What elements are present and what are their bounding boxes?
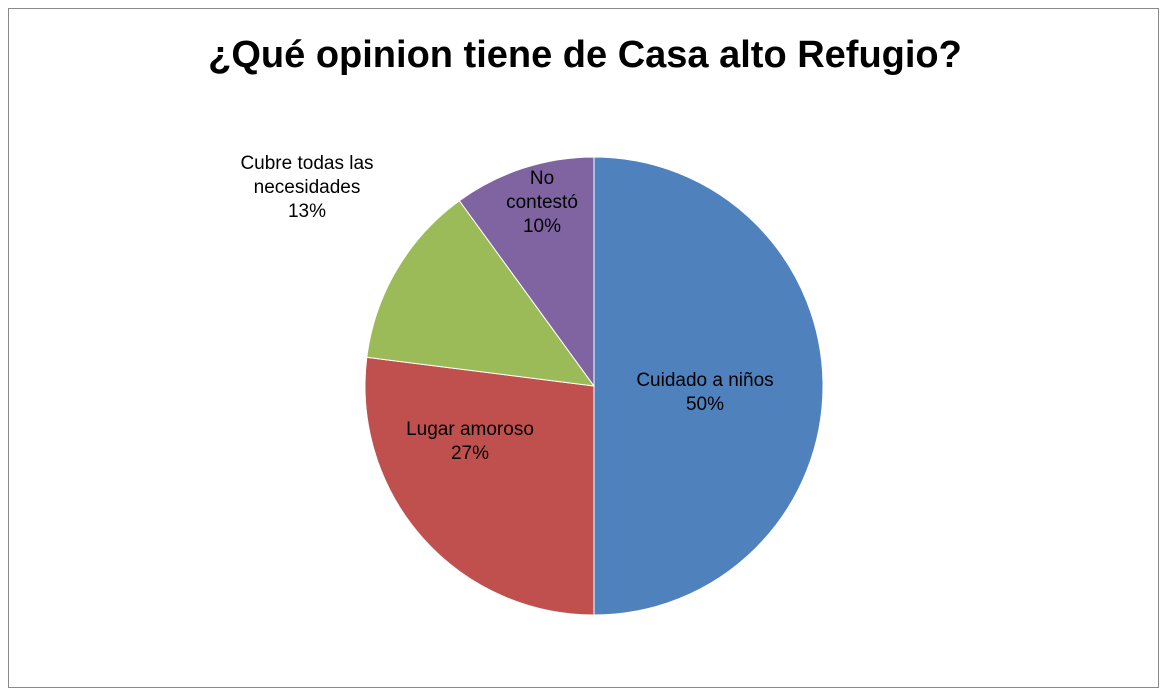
pie-slice-3 bbox=[366, 200, 596, 387]
pie-slice-4 bbox=[458, 156, 595, 388]
data-label-1: Cuidado a niños 50% bbox=[636, 370, 773, 415]
data-label-2: Lugar amoroso 27% bbox=[406, 419, 534, 464]
pie-slice-1 bbox=[593, 156, 824, 616]
data-label-4: No contestó 10% bbox=[506, 168, 578, 237]
data-label-3: Cubre todas las necesidades 13% bbox=[240, 153, 373, 222]
pie-slice-2 bbox=[364, 356, 595, 616]
chart-title: ¿Qué opinion tiene de Casa alto Refugio? bbox=[208, 34, 962, 76]
